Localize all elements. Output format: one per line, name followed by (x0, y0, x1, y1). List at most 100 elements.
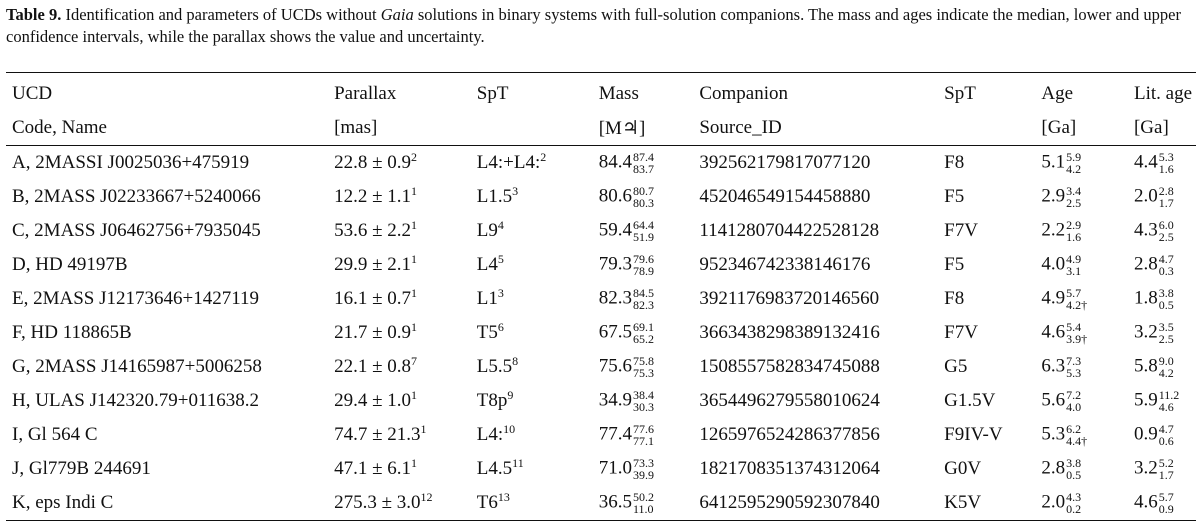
header-parallax-unit: [mas] (328, 111, 471, 146)
age-interval: 4.3 0.2 (1066, 491, 1081, 515)
spt-reference: 2 (540, 150, 547, 164)
age-upper: 7.3 (1066, 354, 1082, 368)
companion-cell: 1141280704422528128 (693, 214, 938, 248)
age-upper: 3.8 (1066, 456, 1082, 470)
lit-age-interval: 3.8 0.5 (1159, 287, 1174, 311)
companion-spectral-type: F8 (944, 288, 965, 309)
companion-source-id: 1508557582834745088 (699, 356, 880, 377)
spt-reference: 11 (512, 456, 524, 470)
mass-interval: 38.4 30.3 (633, 389, 654, 413)
ucd-cell: F, HD 118865B (6, 316, 328, 350)
spectral-type: L5.5 (476, 356, 513, 377)
caption-text-before: Identification and parameters of UCDs wi… (65, 5, 377, 24)
table-row: H, ULAS J142320.79+011638.2 29.4 ± 1.01 T8… (6, 384, 1196, 418)
lit-age-interval: 5.7 0.9 (1159, 491, 1174, 515)
lit-age-value: 5.8 (1133, 355, 1158, 377)
age-upper: 4.9 (1066, 252, 1082, 266)
companion-spectral-type: G1.5V (944, 390, 996, 411)
parallax-cell: 53.6 ± 2.21 (328, 214, 471, 248)
lit-age-interval: 2.8 1.7 (1159, 185, 1174, 209)
header-lit-age-unit: [Ga] (1127, 111, 1196, 146)
age-value: 4.9 (1041, 287, 1066, 309)
ucd-name: G, 2MASS J14165987+5006258 (12, 356, 262, 377)
companion-spt-cell: F7V (938, 316, 1035, 350)
companion-spt-cell: G5 (938, 350, 1035, 384)
lit-age-cell: 5.9 11.2 4.6 (1128, 384, 1196, 418)
mass-interval: 73.3 39.9 (633, 457, 654, 481)
age-lower: 3.1 (1066, 264, 1082, 278)
spectral-type: L1.5 (476, 186, 513, 207)
lit-age-cell: 2.8 4.7 0.3 (1128, 248, 1196, 282)
table-caption: Table 9. Identification and parameters o… (6, 4, 1196, 48)
companion-source-id: 6412595290592307840 (699, 492, 880, 513)
mass-interval: 77.6 77.1 (633, 423, 654, 447)
lit-age-cell: 4.3 6.0 2.5 (1128, 214, 1196, 248)
spt-cell: T56 (471, 316, 593, 350)
parallax-cell: 21.7 ± 0.91 (328, 316, 471, 350)
parallax-cell: 22.1 ± 0.87 (328, 350, 471, 384)
parallax-reference: 1 (420, 422, 427, 436)
age-cell: 5.1 5.9 4.2 (1035, 146, 1128, 181)
lit-age-value: 2.0 (1133, 185, 1158, 207)
lit-age-cell: 5.8 9.0 4.2 (1128, 350, 1196, 384)
mass-cell: 67.5 69.1 65.2 (593, 316, 694, 350)
mass-lower: 80.3 (632, 196, 654, 210)
age-lower: 4.4† (1066, 434, 1088, 448)
age-value: 5.3 (1041, 423, 1066, 445)
age-cell: 5.3 6.2 4.4† (1035, 418, 1128, 452)
spectral-type: L4: (476, 424, 504, 445)
spt-cell: L5.58 (471, 350, 593, 384)
mass-upper: 84.5 (632, 286, 654, 300)
ucd-cell: B, 2MASS J02233667+5240066 (6, 180, 328, 214)
spt-reference: 13 (497, 490, 510, 504)
age-interval: 2.9 1.6 (1066, 219, 1081, 243)
lit-age-cell: 0.9 4.7 0.6 (1128, 418, 1196, 452)
mass-lower: 82.3 (632, 298, 654, 312)
companion-cell: 1265976524286377856 (693, 418, 938, 452)
table-row: I, Gl 564 C 74.7 ± 21.31 L4:10 77.4 77.6 77.1… (6, 418, 1196, 452)
spectral-type: T8p (476, 390, 508, 411)
mass-lower: 30.3 (632, 400, 654, 414)
age-value: 2.0 (1041, 491, 1066, 513)
spt-reference: 6 (497, 320, 504, 334)
age-upper: 5.7 (1066, 286, 1082, 300)
companion-spectral-type: F7V (944, 220, 978, 241)
header-mass-unit: [M♃] (592, 111, 694, 146)
spt-cell: L4.511 (471, 452, 593, 486)
companion-spectral-type: F5 (944, 186, 965, 207)
ucd-cell: D, HD 49197B (6, 248, 328, 282)
lit-age-upper: 5.7 (1158, 490, 1174, 504)
header-row-names: UCD Parallax SpT Mass Companion SpT Age … (6, 72, 1196, 111)
table-header: UCD Parallax SpT Mass Companion SpT Age … (6, 72, 1196, 146)
spectral-type: L4.5 (476, 458, 513, 479)
companion-spt-cell: F5 (938, 248, 1035, 282)
age-interval: 6.2 4.4† (1066, 423, 1087, 447)
parallax-reference: 1 (411, 252, 417, 266)
mass-upper: 79.6 (632, 252, 654, 266)
companion-cell: 392562179817077120 (693, 146, 938, 181)
age-lower: 4.2 (1066, 162, 1082, 176)
lit-age-cell: 1.8 3.8 0.5 (1128, 282, 1196, 316)
companion-spt-cell: F9IV-V (938, 418, 1035, 452)
mass-upper: 73.3 (632, 456, 654, 470)
age-cell: 4.0 4.9 3.1 (1035, 248, 1128, 282)
ucd-name: I, Gl 564 C (12, 424, 98, 445)
lit-age-upper: 3.5 (1158, 320, 1174, 334)
age-interval: 5.9 4.2 (1066, 151, 1081, 175)
lit-age-value: 4.6 (1133, 491, 1158, 513)
age-upper: 5.9 (1066, 150, 1082, 164)
lit-age-upper: 3.8 (1158, 286, 1174, 300)
parallax-reference: 1 (411, 286, 417, 300)
parallax-value: 16.1 ± 0.7 (334, 288, 411, 309)
parallax-cell: 47.1 ± 6.11 (328, 452, 471, 486)
lit-age-cell: 3.2 5.2 1.7 (1128, 452, 1196, 486)
parallax-value: 53.6 ± 2.2 (334, 220, 411, 241)
mass-lower: 11.0 (632, 502, 654, 516)
header-age: Age (1035, 72, 1128, 111)
mass-value: 79.3 (598, 253, 632, 275)
companion-cell: 3921176983720146560 (693, 282, 938, 316)
ucd-cell: C, 2MASS J06462756+7935045 (6, 214, 328, 248)
lit-age-lower: 4.2 (1158, 366, 1174, 380)
spt-reference: 4 (497, 218, 504, 232)
spt-cell: L1.53 (471, 180, 593, 214)
